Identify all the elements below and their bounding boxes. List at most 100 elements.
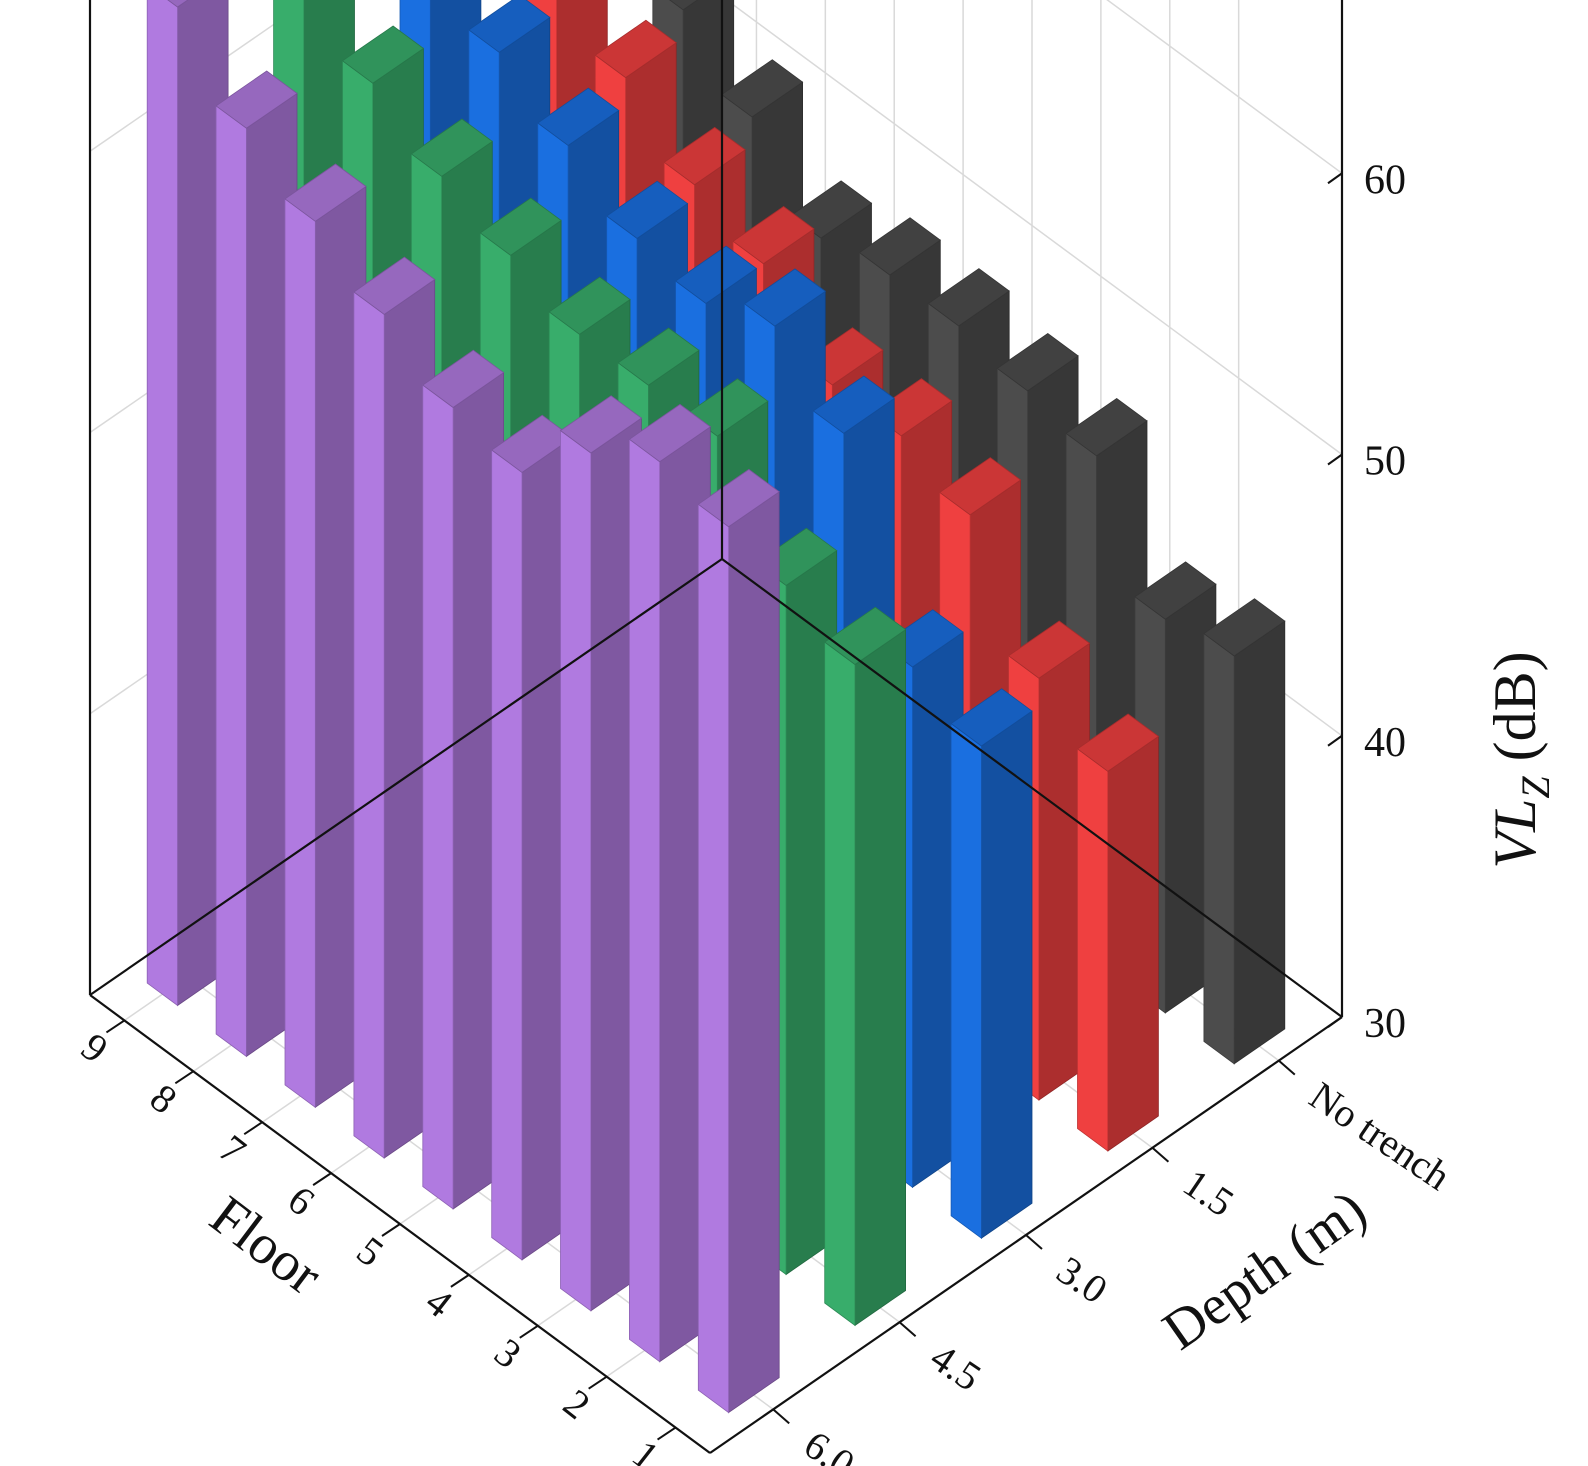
floor-tick <box>519 1324 539 1339</box>
bar-face-top <box>950 688 1033 747</box>
bar-face-side <box>284 198 316 1109</box>
bar-face-top <box>663 126 746 186</box>
floor-tick <box>312 1172 332 1186</box>
bar-face-top <box>215 70 298 129</box>
bar-6.0-floor-1 <box>1203 598 1286 1065</box>
bar-no-trench-floor-2 <box>628 403 711 1363</box>
z-axis-title: VLZ (dB) <box>1482 651 1558 868</box>
z-tick <box>1327 734 1343 747</box>
floor-tick-label: 2 <box>555 1380 598 1428</box>
bar-face-side <box>1077 748 1109 1152</box>
bar-face-top <box>284 163 367 222</box>
bar-face-side <box>824 641 856 1327</box>
bar-face-side <box>422 384 454 1210</box>
floor-tick <box>243 1121 263 1136</box>
depth-tick <box>1151 1147 1170 1163</box>
bar-face-top <box>669 0 699 11</box>
bar-no-trench-floor-4 <box>491 414 574 1261</box>
bar-face-top <box>1134 561 1217 620</box>
z-axis-title-unit: (dB) <box>1482 651 1548 776</box>
depth-tick <box>898 1321 917 1337</box>
floor-tick <box>381 1223 401 1237</box>
bar-face-top <box>858 217 941 276</box>
bar-face-top <box>1065 398 1148 457</box>
bar-face-top <box>537 87 620 146</box>
bar-face-top <box>617 327 700 386</box>
bar-face-top <box>812 375 895 434</box>
frame-edge <box>721 558 1343 1018</box>
floor-tick <box>174 1070 194 1085</box>
bar-3.0-floor-1 <box>950 688 1033 1239</box>
bar-face-front <box>1233 620 1286 1065</box>
floor-tick-label: 5 <box>349 1227 392 1275</box>
z-axis-title-sub: Z <box>1513 776 1558 799</box>
floor-tick-label: 4 <box>417 1278 460 1326</box>
depth-tick-label: 4.5 <box>923 1334 990 1399</box>
bar-face-side <box>1203 632 1235 1065</box>
bar-face-top <box>628 403 711 463</box>
bar-face-side <box>950 722 982 1239</box>
bar-face-top <box>697 468 780 528</box>
bar-no-trench-floor-7 <box>284 163 367 1109</box>
bar-face-top <box>491 414 574 473</box>
bar-face-front <box>854 628 906 1327</box>
bar-no-trench-floor-8 <box>215 70 298 1058</box>
bar-face-top <box>743 268 826 327</box>
y-axis-title: Depth (m) <box>1152 1178 1377 1362</box>
z-tick-label: 40 <box>1364 720 1406 766</box>
bar-face-side <box>697 503 729 1414</box>
floor-tick-label: 9 <box>73 1024 116 1072</box>
bar-face-side <box>629 438 661 1363</box>
bar-face-top <box>468 0 551 53</box>
bar-no-trench-floor-1 <box>697 468 780 1414</box>
bar-face-top <box>559 395 643 454</box>
bar-1.5-floor-1 <box>824 606 907 1327</box>
z-tick <box>1327 172 1343 185</box>
frame-edge <box>89 558 723 996</box>
bar-face-front <box>728 491 780 1414</box>
floor-tick <box>657 1426 677 1441</box>
floor-tick-label: 8 <box>142 1075 185 1123</box>
bar-no-trench-floor-3 <box>559 395 643 1312</box>
depth-tick <box>1025 1234 1043 1250</box>
bar-no-trench-floor-9 <box>146 0 229 1007</box>
z-axis-title-main: VL <box>1482 799 1548 869</box>
bar-face-top <box>594 19 677 79</box>
depth-tick <box>772 1408 790 1425</box>
bar-face-top <box>606 180 689 239</box>
z-tick-label: 30 <box>1364 1001 1406 1047</box>
bar-face-front <box>981 710 1033 1239</box>
bar-face-side <box>560 429 592 1312</box>
depth-tick-label: 3.0 <box>1049 1247 1116 1312</box>
bar-no-trench-floor-5 <box>422 349 505 1210</box>
bar-4.5-floor-1 <box>1076 713 1160 1152</box>
bar-face-side <box>353 291 385 1159</box>
z-tick <box>1327 453 1343 466</box>
bar-face-top <box>548 276 631 335</box>
bar-face-top <box>721 59 804 118</box>
bar-face-side <box>146 0 178 1007</box>
bar-face-top <box>410 118 493 177</box>
bar-face-top <box>996 333 1079 392</box>
bar-face-top <box>939 457 1022 516</box>
bar-face-top <box>1203 598 1286 657</box>
bar-face-top <box>1076 713 1160 772</box>
z-tick-label: 60 <box>1364 157 1406 203</box>
floor-tick <box>105 1019 125 1034</box>
bar-face-top <box>927 268 1010 327</box>
bar-face-side <box>215 105 247 1058</box>
bar-face-top <box>732 206 815 265</box>
x-axis-title: Floor <box>199 1184 334 1307</box>
bar-face-top <box>674 245 758 304</box>
bar-face-side <box>491 449 523 1261</box>
bar-face-top <box>341 25 425 84</box>
depth-tick <box>1278 1059 1296 1076</box>
bar-no-trench-floor-6 <box>353 256 436 1159</box>
bar-face-top <box>479 197 562 256</box>
depth-tick-label: No trench <box>1302 1073 1459 1199</box>
bar-face-front <box>1107 735 1159 1152</box>
depth-tick-label: 6.0 <box>796 1422 863 1466</box>
bar-face-top <box>353 256 436 315</box>
z-tick <box>1327 1016 1343 1028</box>
